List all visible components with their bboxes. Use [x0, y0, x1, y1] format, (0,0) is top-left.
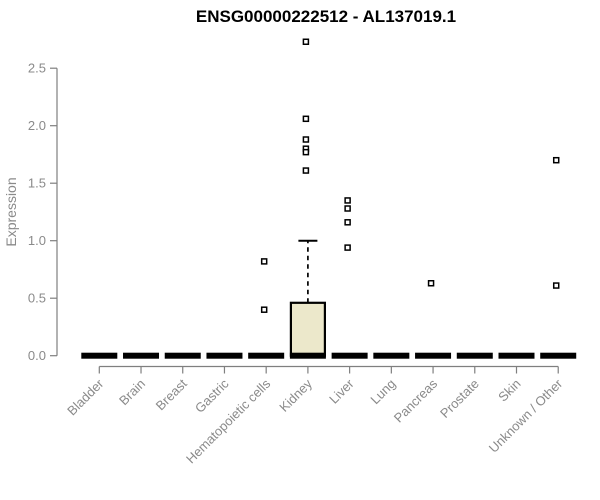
median-bar — [206, 352, 243, 359]
y-axis-label: Expression — [3, 177, 19, 246]
median-bar — [248, 352, 285, 359]
outlier-point — [302, 38, 310, 45]
x-category-label: Liver — [326, 376, 357, 407]
outlier-point — [260, 258, 268, 265]
median-bar — [456, 352, 493, 359]
y-tick-label: 1.5 — [28, 176, 46, 191]
x-category-label: Gastric — [192, 376, 232, 416]
outlier-point — [302, 115, 310, 123]
y-tick-label: 0.5 — [28, 291, 46, 306]
outlier-point — [302, 167, 310, 174]
median-bar — [123, 352, 160, 359]
x-category-label: Prostate — [437, 376, 482, 421]
y-tick-label: 2.0 — [28, 118, 46, 133]
x-category-label: Unknown / Other — [486, 376, 566, 456]
x-category-label: Skin — [495, 376, 523, 404]
x-category-label: Lung — [367, 376, 398, 407]
median-bar — [331, 352, 368, 359]
y-tick-label: 0.0 — [28, 348, 46, 363]
outlier-point — [344, 197, 351, 204]
x-category-label: Breast — [153, 376, 190, 413]
median-bar — [415, 352, 452, 359]
outlier-point — [302, 136, 310, 143]
outlier-point — [344, 219, 351, 226]
chart-title: ENSG00000222512 - AL137019.1 — [196, 7, 456, 26]
y-tick-label: 2.5 — [28, 61, 46, 76]
median-bar — [164, 352, 201, 359]
x-category-label: Kidney — [276, 376, 315, 415]
box — [289, 301, 326, 357]
median-bar — [289, 352, 326, 359]
x-category-label: Bladder — [64, 376, 107, 419]
outlier-point — [427, 280, 435, 287]
outlier-point — [344, 244, 351, 251]
outlier-point — [260, 306, 268, 313]
median-bar — [81, 352, 118, 359]
median-bar — [540, 352, 577, 359]
median-bar — [498, 352, 535, 359]
median-bar — [373, 352, 410, 359]
x-category-label: Pancreas — [391, 376, 441, 426]
plot-area: 0.0 0.5 1.0 1.5 2.0 2.5 Bladder Brain Breast Gast… — [28, 38, 577, 466]
y-tick-label: 1.0 — [28, 233, 46, 248]
x-category-label: Brain — [116, 376, 148, 408]
outlier-point — [552, 282, 560, 289]
outlier-point — [552, 156, 560, 164]
outlier-point — [302, 148, 310, 156]
outlier-point — [344, 205, 351, 212]
